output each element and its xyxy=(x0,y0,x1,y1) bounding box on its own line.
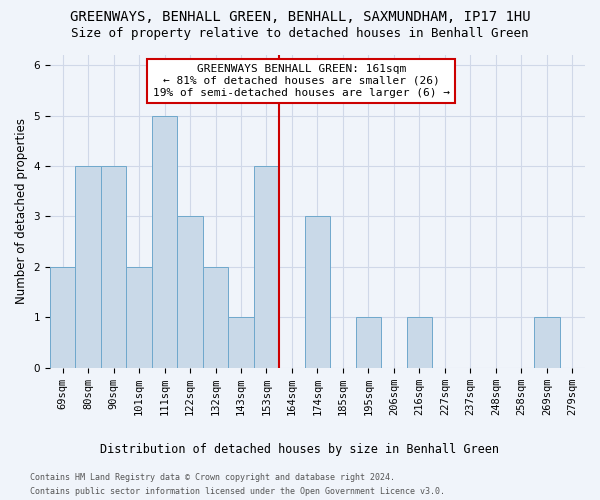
Text: Contains public sector information licensed under the Open Government Licence v3: Contains public sector information licen… xyxy=(30,488,445,496)
Bar xyxy=(152,116,178,368)
Text: GREENWAYS, BENHALL GREEN, BENHALL, SAXMUNDHAM, IP17 1HU: GREENWAYS, BENHALL GREEN, BENHALL, SAXMU… xyxy=(70,10,530,24)
Bar xyxy=(178,216,203,368)
Bar xyxy=(50,267,76,368)
Bar xyxy=(228,318,254,368)
Text: Size of property relative to detached houses in Benhall Green: Size of property relative to detached ho… xyxy=(71,28,529,40)
Bar xyxy=(356,318,381,368)
Text: Contains HM Land Registry data © Crown copyright and database right 2024.: Contains HM Land Registry data © Crown c… xyxy=(30,472,395,482)
Bar xyxy=(534,318,560,368)
Bar xyxy=(305,216,330,368)
Text: Distribution of detached houses by size in Benhall Green: Distribution of detached houses by size … xyxy=(101,442,499,456)
Bar xyxy=(254,166,279,368)
Bar xyxy=(127,267,152,368)
Y-axis label: Number of detached properties: Number of detached properties xyxy=(15,118,28,304)
Bar xyxy=(101,166,127,368)
Text: GREENWAYS BENHALL GREEN: 161sqm
← 81% of detached houses are smaller (26)
19% of: GREENWAYS BENHALL GREEN: 161sqm ← 81% of… xyxy=(153,64,450,98)
Bar xyxy=(407,318,432,368)
Bar xyxy=(203,267,228,368)
Bar xyxy=(76,166,101,368)
